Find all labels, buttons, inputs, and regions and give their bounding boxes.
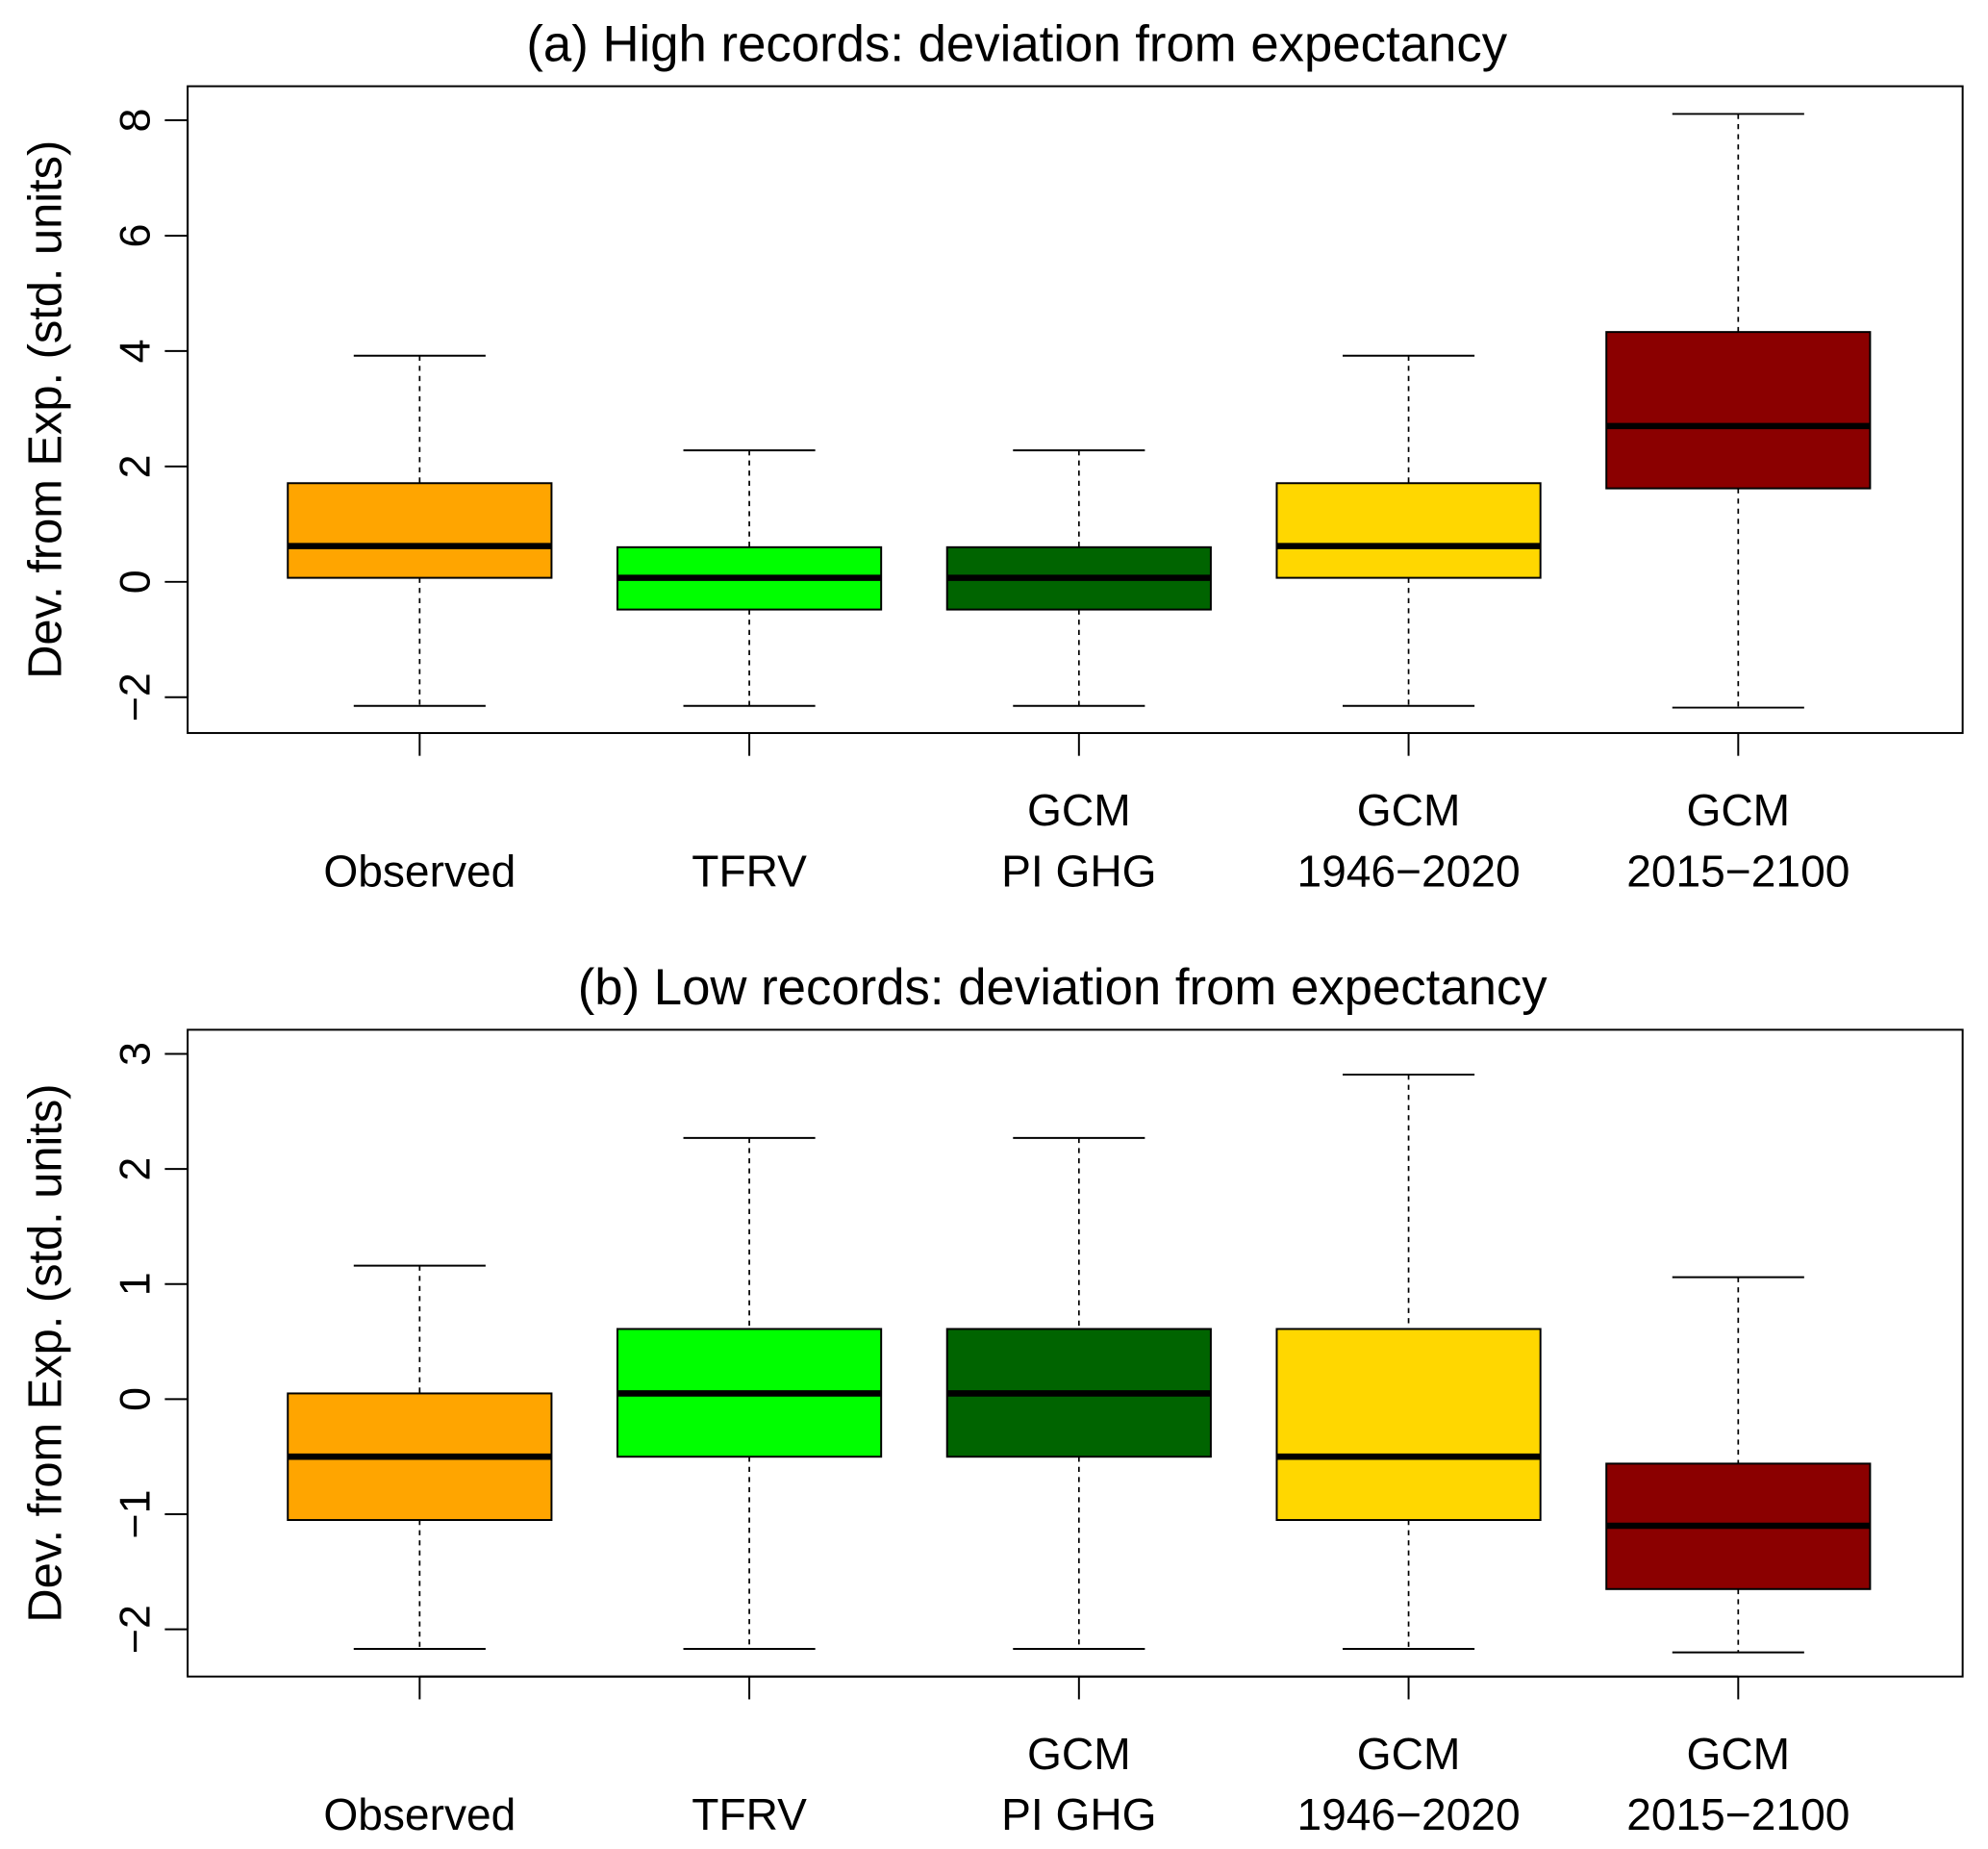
x-tick-label: Observed — [323, 846, 516, 896]
iqr-box — [1275, 482, 1542, 579]
x-tick-label: 2015−2100 — [1626, 846, 1850, 896]
x-tick-label: TFRV — [692, 846, 807, 896]
y-tick-label: 6 — [112, 224, 160, 248]
box-1 — [616, 449, 883, 707]
y-tick-label: 1 — [112, 1272, 160, 1296]
y-tick-label: 2 — [112, 1157, 160, 1181]
x-tick-label: Observed — [323, 1789, 516, 1839]
x-tick-label: PI GHG — [1001, 1789, 1156, 1839]
x-tick-label: PI GHG — [1001, 846, 1156, 896]
panel-a-high-records: (a) High records: deviation from expecta… — [19, 15, 1964, 896]
y-tick-label: −1 — [112, 1489, 160, 1538]
iqr-box — [1605, 331, 1872, 490]
x-tick-label-line1: GCM — [1357, 1729, 1461, 1779]
iqr-box — [1275, 1328, 1542, 1522]
panel-b-low-records: (b) Low records: deviation from expectan… — [19, 959, 1964, 1839]
box-0 — [287, 1264, 553, 1650]
box-4 — [1605, 1276, 1872, 1654]
y-tick-label: 0 — [112, 570, 160, 594]
x-tick-label: 1946−2020 — [1296, 1789, 1520, 1839]
y-tick-label: 4 — [112, 339, 160, 363]
chart-title: (a) High records: deviation from expecta… — [526, 15, 1507, 72]
box-3 — [1275, 1074, 1542, 1650]
x-tick-label-line1: GCM — [1357, 785, 1461, 835]
box-2 — [945, 449, 1212, 707]
x-tick-label-line1: GCM — [1027, 785, 1131, 835]
x-tick-label-line1: GCM — [1686, 1729, 1790, 1779]
y-axis-label: Dev. from Exp. (std. units) — [19, 140, 71, 679]
box-2 — [945, 1136, 1212, 1650]
iqr-box — [287, 482, 553, 579]
y-axis-label: Dev. from Exp. (std. units) — [19, 1084, 71, 1623]
box-0 — [287, 354, 553, 707]
box-3 — [1275, 354, 1542, 707]
x-tick-label: TFRV — [692, 1789, 807, 1839]
box-4 — [1605, 113, 1872, 709]
y-tick-label: −2 — [112, 1605, 160, 1654]
y-tick-label: 3 — [112, 1042, 160, 1066]
x-tick-label-line1: GCM — [1686, 785, 1790, 835]
x-tick-label-line1: GCM — [1027, 1729, 1131, 1779]
box-1 — [616, 1136, 883, 1650]
x-tick-label: 1946−2020 — [1296, 846, 1520, 896]
chart-title: (b) Low records: deviation from expectan… — [578, 959, 1548, 1016]
y-tick-label: 8 — [112, 109, 160, 133]
y-tick-label: −2 — [112, 672, 160, 722]
y-tick-label: 0 — [112, 1387, 160, 1411]
x-tick-label: 2015−2100 — [1626, 1789, 1850, 1839]
y-tick-label: 2 — [112, 454, 160, 478]
